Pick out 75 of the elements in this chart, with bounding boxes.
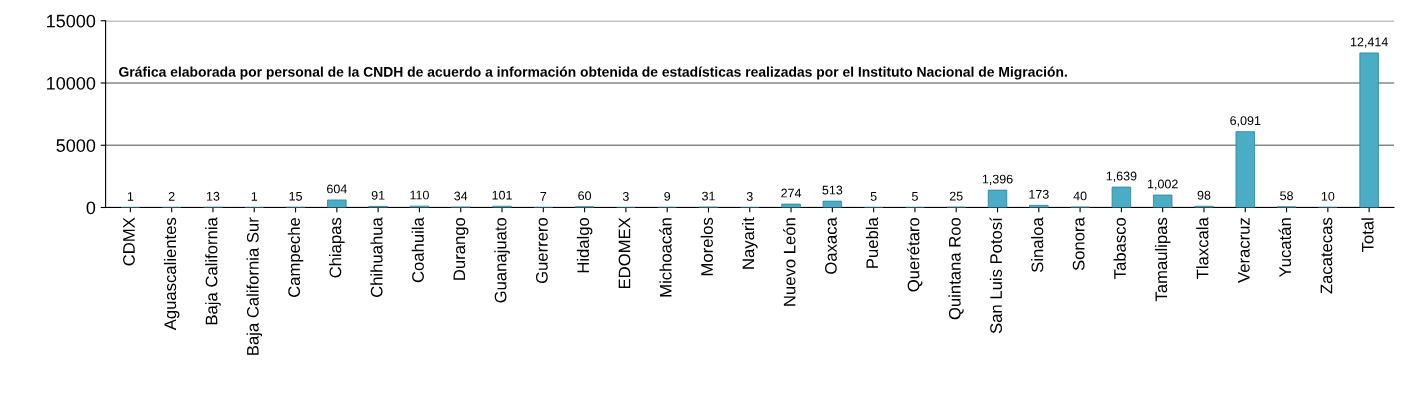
x-tick-label: Oaxaca	[825, 217, 837, 274]
data-label: 101	[492, 190, 512, 200]
x-tick-label: Michoacán	[659, 218, 672, 297]
data-label: 5	[870, 192, 877, 201]
data-label: 34	[454, 191, 468, 201]
bar	[1111, 186, 1132, 208]
x-tick-label: Querétaro	[906, 217, 923, 292]
data-label: 3	[622, 191, 629, 201]
data-label: 91	[371, 190, 385, 200]
x-tick-label: Hidalgo	[576, 217, 593, 273]
data-label: 12,414	[1350, 37, 1388, 48]
data-label: 2	[168, 191, 175, 201]
data-label: 173	[1029, 189, 1049, 199]
x-tick-label: San Luis Potosí	[989, 217, 1002, 334]
x-tick-label: Baja California Sur	[246, 217, 263, 355]
data-label: 13	[206, 191, 220, 201]
x-tick-label: Chihuahua	[370, 217, 383, 297]
x-tick-label: Total	[1361, 218, 1374, 253]
x-tick-label: Baja California	[205, 217, 221, 325]
data-label: 604	[327, 184, 347, 194]
x-tick-label: Nuevo León	[783, 218, 796, 306]
x-tick-label: Sonora	[1072, 217, 1085, 271]
data-label: 15	[289, 191, 302, 201]
x-tick-label: Campeche	[287, 217, 304, 297]
x-tick-label: Tamaulipas	[1154, 217, 1171, 302]
bar	[781, 203, 801, 208]
x-tick-label: Tabasco	[1113, 217, 1126, 279]
bar	[987, 189, 1008, 208]
x-tick-label: Veracruz	[1238, 218, 1250, 283]
data-label: 7	[540, 192, 547, 201]
x-tick-label: Yucatán	[1278, 218, 1292, 278]
bar	[1235, 131, 1255, 208]
data-label: 1,639	[1106, 171, 1137, 182]
data-label: 513	[822, 185, 843, 195]
data-label: 1	[127, 192, 134, 201]
data-label: 3	[746, 191, 753, 201]
x-tick-label: Aguascalientes	[163, 217, 180, 331]
data-label: 9	[664, 191, 671, 201]
x-tick-label: EDOMEX	[618, 217, 631, 289]
x-tick-label: CDMX	[123, 217, 135, 266]
x-tick-label: Sinaloa	[1031, 217, 1044, 273]
y-tick-label: 15000	[47, 14, 96, 28]
data-label: 1,002	[1148, 179, 1178, 190]
x-tick-label: Guerrero	[535, 217, 548, 284]
data-label: 58	[1280, 191, 1293, 201]
data-label: 25	[949, 191, 963, 201]
x-tick-label: Puebla	[865, 217, 879, 268]
x-tick-label: Guanajuato	[494, 217, 510, 303]
annotation: Gráfica elaborada por personal de la CNDH de acuerdo a información obtenida de estadísticas realizadas por el Instituto Nacional de Migración.	[119, 66, 1067, 80]
x-tick-label: Quintana Roo	[948, 217, 964, 320]
y-tick-label: 10000	[47, 76, 96, 90]
x-tick-label: Coahuila	[411, 217, 424, 283]
x-tick-label: Tlaxcala	[1196, 217, 1209, 279]
y-tick-label: 0	[86, 201, 96, 215]
data-label: 60	[578, 191, 592, 201]
bar	[1359, 52, 1379, 208]
data-label: 5	[911, 192, 918, 201]
x-tick-label: Nayarit	[741, 217, 758, 269]
data-label: 1	[251, 192, 258, 201]
x-tick-label: Durango	[453, 217, 469, 280]
data-label: 1,396	[982, 174, 1013, 185]
data-label: 110	[410, 190, 429, 200]
bar	[822, 200, 843, 208]
y-tick-label: 5000	[56, 139, 96, 152]
data-label: 274	[781, 188, 802, 198]
data-label: 98	[1197, 190, 1211, 200]
bar	[1152, 194, 1173, 208]
data-label: 40	[1073, 191, 1087, 201]
x-tick-label: Zacatecas	[1320, 217, 1333, 294]
x-tick-label: Morelos	[700, 217, 713, 276]
data-label: 10	[1321, 191, 1335, 201]
data-label: 6,091	[1230, 116, 1261, 127]
data-label: 31	[701, 191, 715, 201]
bar	[327, 199, 347, 208]
x-tick-label: Chiapas	[329, 217, 345, 278]
